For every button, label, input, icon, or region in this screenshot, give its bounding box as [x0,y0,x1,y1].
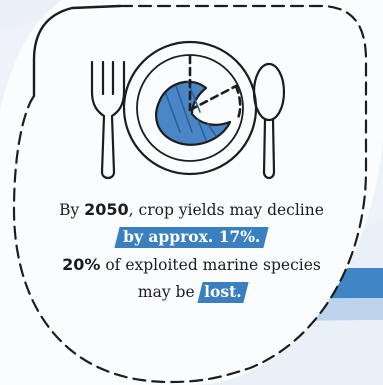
caption-by: By [59,201,85,219]
caption-line-1: By 2050, crop yields may decline [0,196,383,224]
fork-icon [90,60,126,180]
card-solid-border [32,4,122,98]
caption-may-be: may be [137,283,200,301]
year-2050: 2050 [84,200,129,219]
caption-line-3: 20% of exploited marine species [0,251,383,279]
highlight-lost-text: lost. [203,282,242,301]
highlight-17-percent: by approx. 17%. [114,227,269,248]
percent-20: 20% [62,255,101,274]
highlight-lost: lost. [196,282,248,303]
caption-line-4: may be lost. [0,279,383,306]
caption-crop-yields: , crop yields may decline [128,201,324,219]
highlight-17-percent-text: by approx. 17%. [123,227,261,246]
caption-marine-species: of exploited marine species [100,256,321,274]
caption: By 2050, crop yields may decline by appr… [0,196,383,306]
card-dashed-border [12,4,368,384]
plate-wedge-lines [188,54,242,120]
caption-line-2: by approx. 17%. [0,224,383,251]
